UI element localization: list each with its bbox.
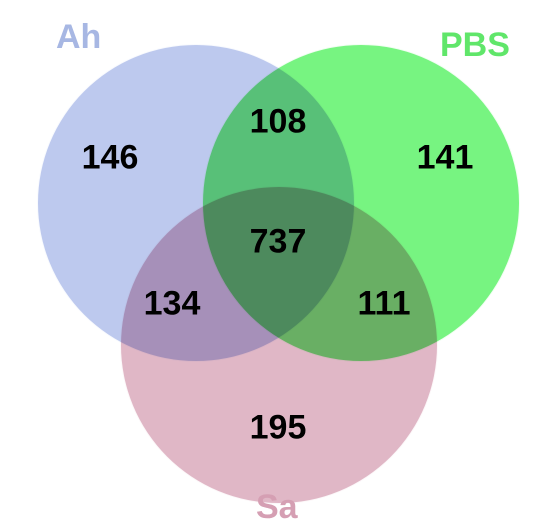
- value-ah-sa: 134: [144, 285, 201, 324]
- value-ah-only: 146: [82, 139, 139, 178]
- value-ah-pbs-sa: 737: [250, 223, 307, 262]
- label-pbs: PBS: [440, 26, 510, 65]
- value-ah-pbs: 108: [250, 103, 307, 142]
- venn-diagram: Ah PBS Sa 146 141 195 108 134 111 737: [0, 0, 550, 528]
- value-pbs-only: 141: [417, 139, 474, 178]
- value-sa-only: 195: [250, 409, 307, 448]
- label-ah: Ah: [56, 18, 101, 57]
- label-sa: Sa: [256, 488, 298, 527]
- value-pbs-sa: 111: [358, 285, 411, 324]
